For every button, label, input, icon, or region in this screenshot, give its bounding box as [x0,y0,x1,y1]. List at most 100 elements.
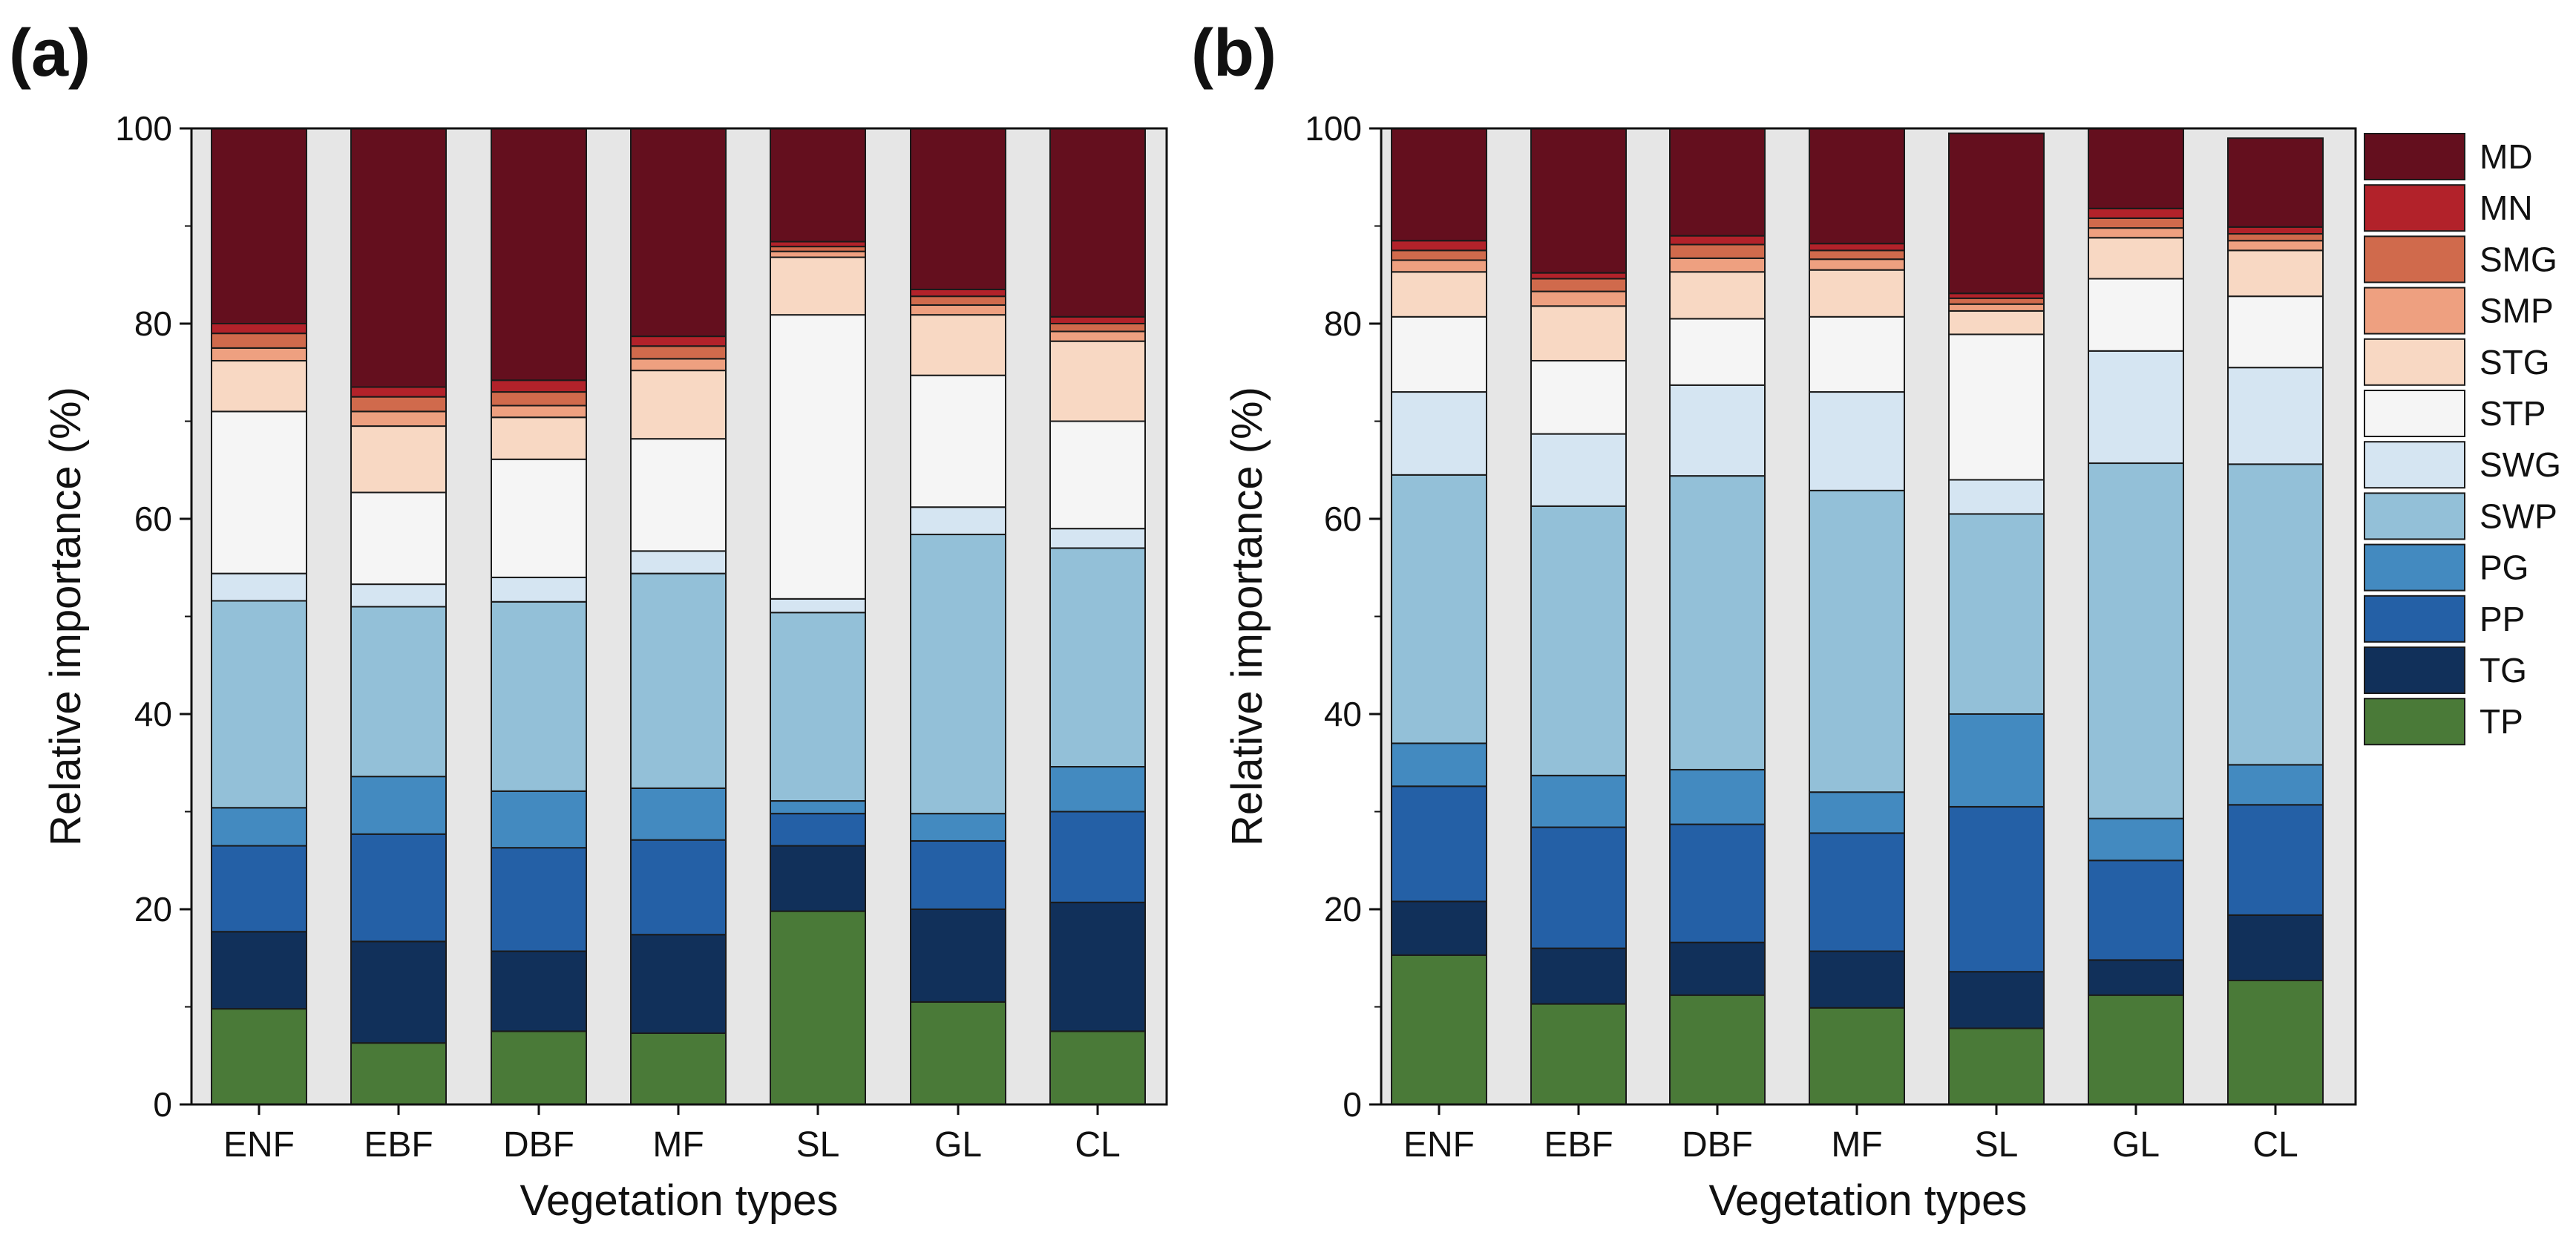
bar-mf-tp [630,1032,727,1106]
bar-ebf-swp [1530,505,1627,776]
bar-gl-smp [2088,227,2184,239]
bar-sl-swp [770,612,866,802]
y-axis-title: Relative importance (%) [1223,387,1271,846]
legend-swatch-pp [2364,595,2465,643]
bar-mf-tg [1809,950,1905,1009]
bar-dbf-smp [1669,257,1766,273]
bar-gl-pp [910,839,1006,910]
bar-gl-pg [2088,817,2184,862]
y-tick-label: 20 [134,890,172,929]
bar-ebf-smp [350,410,447,428]
x-tick-label-cl: CL [1075,1125,1120,1165]
bar-dbf-swp [491,600,587,792]
bar-dbf-pg [491,790,587,849]
bar-sl-pg [1948,713,2045,808]
legend-label-smp: SMP [2480,292,2554,330]
bar-sl-tg [1948,971,2045,1029]
bar-ebf-swg [350,583,447,608]
x-tick-label-mf: MF [1831,1125,1882,1165]
bar-gl-swp [910,534,1006,815]
bar-ebf-swg [1530,433,1627,507]
bar-dbf-pp [491,847,587,952]
bar-mf-mn [1809,243,1905,252]
bar-ebf-smp [1530,290,1627,307]
bar-mf-swg [1809,391,1905,491]
y-tick-label: 60 [134,500,172,538]
bar-mf-pp [1809,832,1905,952]
bar-enf-tp [1391,954,1487,1106]
bar-cl-swp [2227,463,2324,766]
bar-mf-pg [630,787,727,841]
bar-enf-mn [211,323,307,335]
legend-swatch-stp [2364,390,2465,437]
bar-ebf-tp [350,1042,447,1106]
bar-mf-swp [1809,489,1905,793]
legend-swatch-swg [2364,441,2465,489]
bar-mf-stp [630,438,727,552]
bar-mf-smg [630,345,727,360]
bar-mf-swg [630,550,727,574]
bar-mf-smp [630,358,727,372]
bar-gl-stg [910,314,1006,376]
bar-dbf-pg [1669,768,1766,825]
bar-sl-swg [770,598,866,614]
bar-cl-smp [2227,240,2324,252]
x-tick-label-mf: MF [652,1125,704,1165]
bar-dbf-tg [1669,941,1766,996]
legend-swatch-md [2364,133,2465,180]
legend-label-stg: STG [2480,343,2550,382]
legend-label-pp: PP [2480,600,2525,638]
bar-sl-stg [1948,310,2045,335]
bar-enf-swp [1391,474,1487,744]
legend-label-tp: TP [2480,702,2523,741]
bar-enf-tp [211,1008,307,1105]
bar-sl-tp [1948,1027,2045,1106]
bar-gl-tp [910,1001,1006,1106]
x-axis-title: Vegetation types [520,1176,839,1225]
bar-enf-swg [1391,391,1487,476]
bar-enf-md [211,128,307,324]
bar-ebf-smg [350,396,447,413]
bar-mf-swp [630,572,727,789]
bar-sl-md [770,128,866,243]
bar-gl-md [2088,128,2184,209]
bar-mf-pp [630,839,727,936]
x-tick-label-enf: ENF [1403,1125,1475,1165]
bar-gl-tg [2088,959,2184,996]
bar-mf-tp [1809,1006,1905,1105]
bar-cl-stp [2227,295,2324,369]
bar-gl-swp [2088,462,2184,819]
bar-sl-pg [770,800,866,815]
bar-enf-stp [211,410,307,574]
bar-ebf-smg [1530,278,1627,292]
bar-enf-stg [211,359,307,413]
bar-dbf-stp [1669,318,1766,386]
bar-sl-pp [770,813,866,847]
legend-label-pg: PG [2480,549,2529,587]
legend-label-swg: SWG [2480,445,2561,484]
bar-sl-swg [1948,479,2045,515]
bar-sl-smg [1948,297,2045,305]
bar-ebf-stg [350,425,447,494]
bar-dbf-md [491,128,587,382]
bar-cl-pp [2227,804,2324,916]
bar-ebf-tg [350,940,447,1044]
bar-sl-smp [1948,303,2045,312]
bar-dbf-swg [491,576,587,603]
bar-sl-stp [1948,333,2045,481]
y-axis-title: Relative importance (%) [42,387,90,846]
panel-a: 0 20 40 60 80 100 ENF EBF DBF MF SL GL CL Vegetation … [9,16,1168,1225]
bar-ebf-pg [350,776,447,835]
x-tick-label-gl: GL [934,1125,982,1165]
bar-ebf-pp [1530,826,1627,949]
x-tick-label-dbf: DBF [1682,1125,1753,1165]
bar-dbf-tp [491,1030,587,1105]
legend-label-tg: TG [2480,651,2527,690]
bar-ebf-tg [1530,947,1627,1005]
y-tick-label: 100 [1305,109,1362,148]
bar-enf-pp [211,845,307,933]
legend-label-mn: MN [2480,189,2533,227]
bar-dbf-mn [491,379,587,393]
y-tick-label: 60 [1324,500,1362,538]
